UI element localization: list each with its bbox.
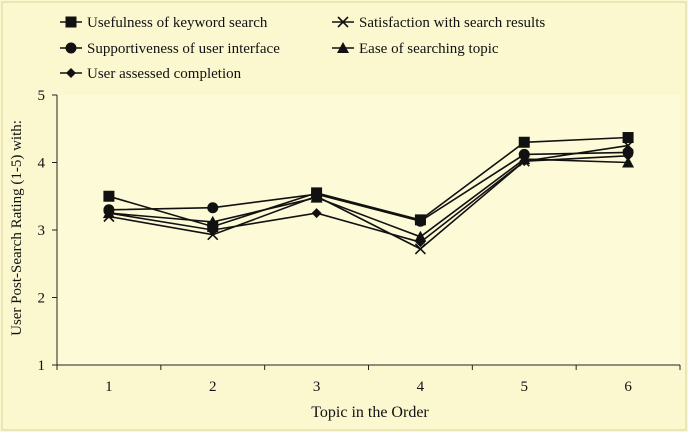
y-tick-label: 4: [38, 156, 46, 172]
plot-background: [57, 95, 680, 365]
legend-item: Satisfaction with search results: [332, 15, 545, 31]
data-point-square: [518, 136, 530, 148]
legend-label: User assessed completion: [87, 66, 242, 82]
x-axis-label: Topic in the Order: [311, 404, 429, 421]
legend-marker-diamond: [66, 68, 76, 78]
data-point-triangle: [622, 156, 635, 168]
legend-item: Ease of searching topic: [332, 41, 499, 57]
x-tick-label: 3: [313, 379, 321, 395]
data-point-diamond: [519, 156, 530, 167]
legend-item: Usefulness of keyword search: [60, 15, 268, 31]
data-point-circle: [207, 202, 219, 214]
data-point-diamond: [623, 150, 634, 161]
data-point-diamond: [103, 208, 114, 219]
x-tick-label: 4: [417, 379, 425, 395]
data-point-diamond: [311, 208, 322, 219]
series-line: [108, 155, 629, 244]
data-point-square: [622, 132, 634, 144]
legend-marker-circle: [65, 42, 77, 54]
data-point-square: [103, 190, 115, 202]
legend-marker-triangle: [337, 42, 349, 53]
y-axis-label: User Post-Search Rating (1-5) with:: [9, 120, 25, 336]
x-tick-label: 5: [521, 379, 529, 395]
y-tick-label: 2: [38, 291, 46, 307]
series-line: [108, 144, 629, 250]
legend-marker-x-stroke: [337, 16, 349, 28]
y-tick-label: 3: [38, 223, 46, 239]
x-tick-label: 6: [624, 379, 632, 395]
legend-label: Usefulness of keyword search: [87, 15, 268, 31]
x-tick-label: 1: [105, 379, 113, 395]
y-tick-label: 5: [38, 88, 46, 104]
series-line: [108, 136, 629, 228]
legend-label: Ease of searching topic: [359, 41, 499, 57]
data-point-x: [414, 243, 426, 255]
legend-marker-x: [337, 16, 349, 28]
legend-label: Supportiveness of user interface: [87, 41, 280, 57]
legend-marker-square: [65, 16, 77, 28]
legend: Usefulness of keyword search Satisfaction…: [60, 15, 545, 82]
legend-item: User assessed completion: [60, 66, 242, 82]
data-point-triangle: [310, 191, 323, 203]
series-line: [108, 151, 629, 223]
plot-area: 1 2 3 4 5 1 2 3 4 5 6: [38, 88, 681, 395]
legend-item: Supportiveness of user interface: [60, 41, 280, 57]
x-tick-label: 2: [209, 379, 217, 395]
y-tick-label: 1: [38, 358, 46, 374]
legend-label: Satisfaction with search results: [359, 15, 545, 31]
data-point-x-stroke: [414, 243, 426, 255]
data-point-triangle: [206, 215, 219, 227]
series-user-assessed-completion: [103, 150, 634, 248]
data-point-circle: [414, 215, 426, 227]
data-point-diamond: [415, 237, 426, 248]
data-point-diamond: [207, 225, 218, 235]
